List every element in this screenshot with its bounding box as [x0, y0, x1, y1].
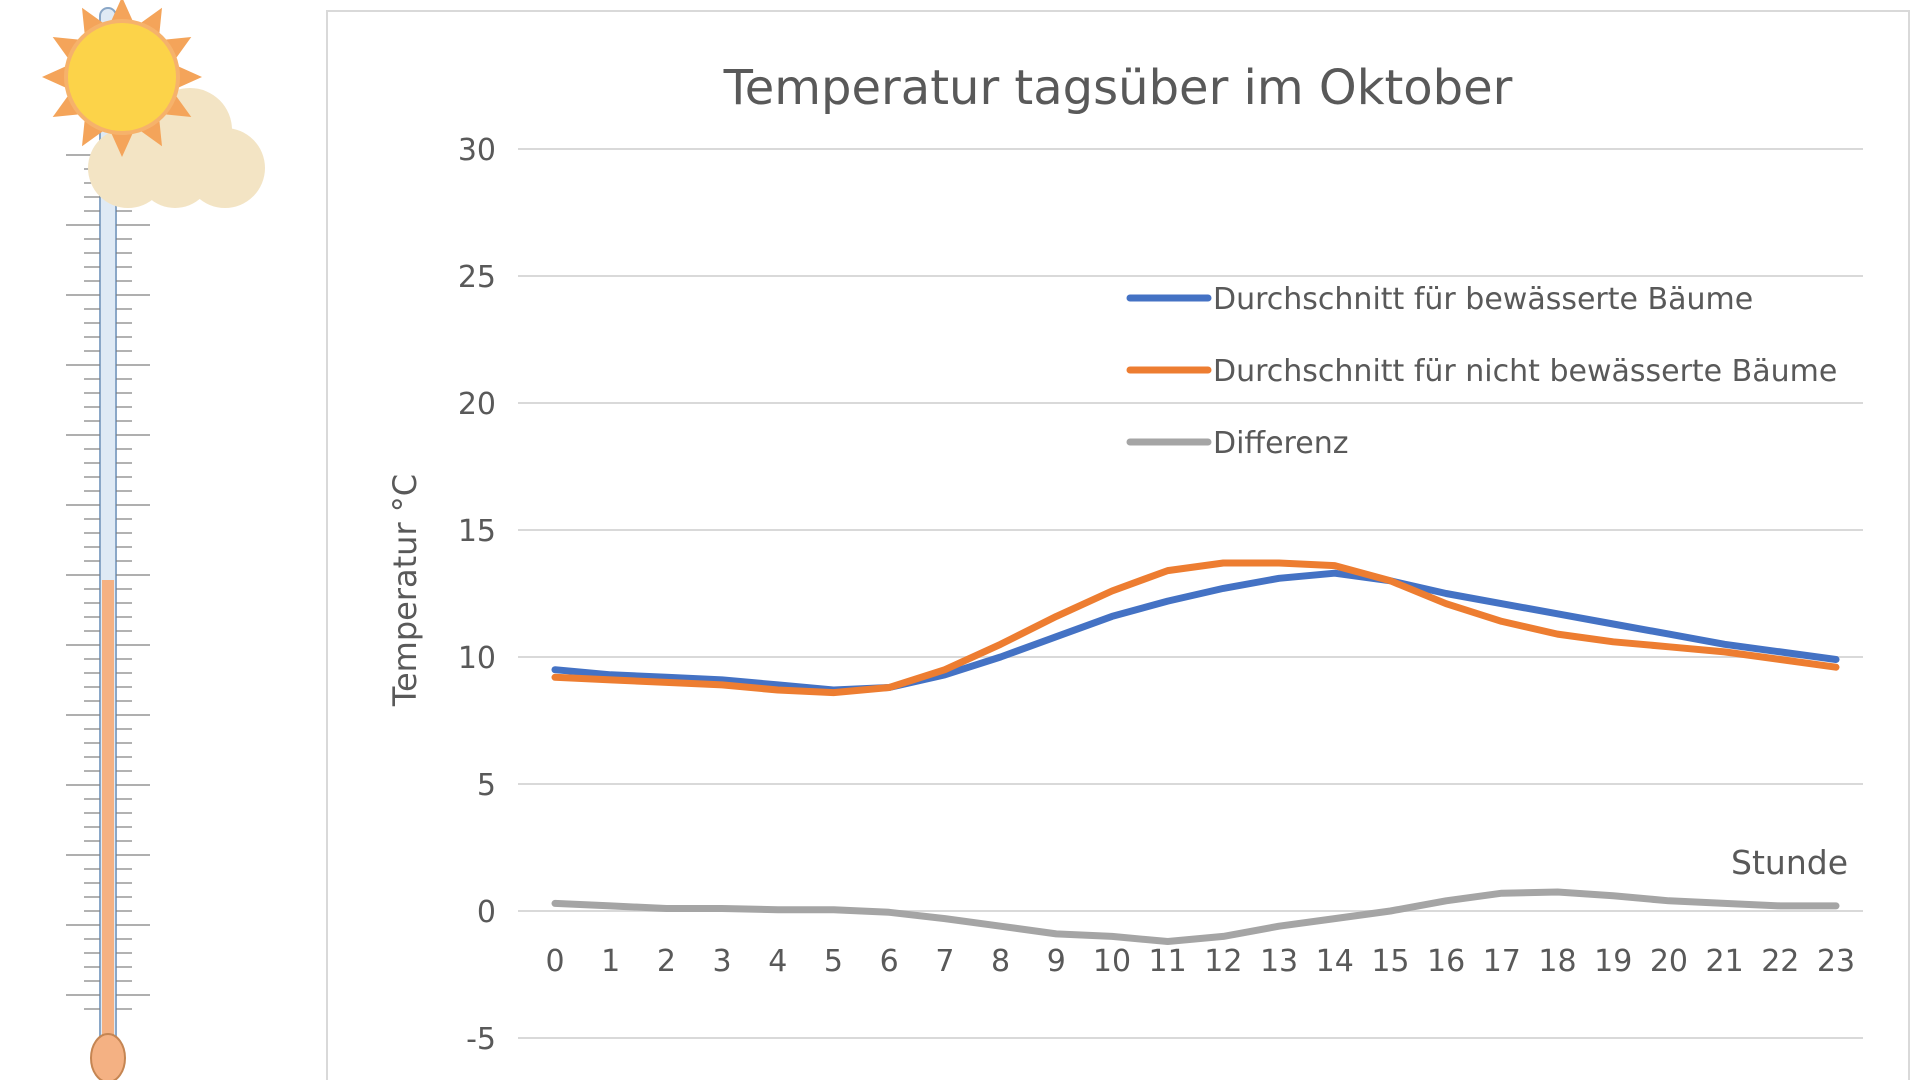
- y-tick-label: 0: [477, 895, 496, 930]
- thermometer-sun-illustration: [42, 0, 265, 1080]
- series-line-0: [551, 569, 1840, 694]
- legend: Durchschnitt für bewässerte Bäume Durchsc…: [1126, 282, 1837, 461]
- x-axis-label: Stunde: [1731, 843, 1848, 882]
- x-tick-label: 19: [1594, 944, 1632, 979]
- x-tick-label: 10: [1093, 944, 1131, 979]
- chart-title: Temperatur tagsüber im Oktober: [723, 60, 1513, 116]
- x-tick-label: 4: [768, 944, 787, 979]
- x-tick-label: 0: [545, 944, 564, 979]
- x-tick-label: 2: [657, 944, 676, 979]
- legend-label: Durchschnitt für bewässerte Bäume: [1213, 282, 1753, 317]
- y-axis-label: Temperatur °C: [386, 474, 424, 707]
- x-tick-label: 16: [1427, 944, 1465, 979]
- y-tick-label: 5: [477, 768, 496, 803]
- y-tick-label: 30: [458, 133, 496, 168]
- line-chart: Temperatur tagsüber im Oktober Temperatu…: [386, 60, 1863, 1057]
- x-tick-label: 17: [1483, 944, 1521, 979]
- chart-panel: Temperatur tagsüber im Oktober Temperatu…: [326, 10, 1910, 1080]
- y-tick-label: -5: [466, 1022, 496, 1057]
- x-tick-label: 20: [1650, 944, 1688, 979]
- x-tick-label: 3: [713, 944, 732, 979]
- series-line-2: [551, 888, 1840, 945]
- y-tick-labels: -5 0 5 10 15 20 25 30: [458, 133, 496, 1057]
- x-tick-label: 15: [1371, 944, 1409, 979]
- x-tick-label: 7: [935, 944, 954, 979]
- x-tick-label: 13: [1260, 944, 1298, 979]
- thermometer-icon: [66, 7, 150, 1080]
- series-lines: [551, 559, 1840, 945]
- x-tick-label: 22: [1761, 944, 1799, 979]
- x-tick-label: 11: [1149, 944, 1187, 979]
- x-tick-label: 23: [1817, 944, 1855, 979]
- legend-label: Durchschnitt für nicht bewässerte Bäume: [1213, 354, 1837, 389]
- y-tick-label: 25: [458, 260, 496, 295]
- x-tick-label: 9: [1047, 944, 1066, 979]
- y-tick-label: 20: [458, 387, 496, 422]
- x-tick-labels: 0 1 2 3 4 5 6 7 8 9 10 11 12 13 14 15 16 17 18 19 20 21 22 23: [545, 944, 1855, 979]
- x-tick-label: 1: [601, 944, 620, 979]
- x-tick-label: 5: [824, 944, 843, 979]
- x-tick-label: 14: [1316, 944, 1354, 979]
- series-line-1: [551, 559, 1840, 697]
- x-tick-label: 12: [1204, 944, 1242, 979]
- x-tick-label: 21: [1706, 944, 1744, 979]
- sun-icon: [42, 0, 202, 157]
- y-tick-label: 15: [458, 514, 496, 549]
- x-tick-label: 18: [1538, 944, 1576, 979]
- x-tick-label: 6: [880, 944, 899, 979]
- x-tick-label: 8: [991, 944, 1010, 979]
- legend-label: Differenz: [1213, 426, 1348, 461]
- y-tick-label: 10: [458, 641, 496, 676]
